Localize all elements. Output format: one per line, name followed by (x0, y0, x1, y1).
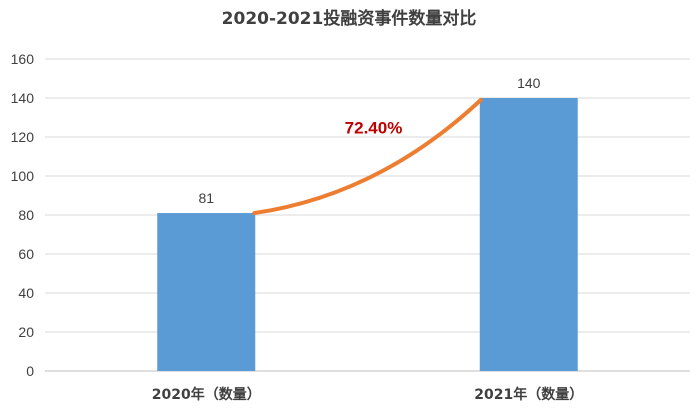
chart-title: 2020-2021投融资事件数量对比 (222, 8, 477, 29)
y-tick-label: 20 (18, 324, 34, 340)
y-tick-label: 160 (11, 51, 35, 67)
category-label: 2020年（数量） (152, 386, 261, 403)
y-tick-label: 0 (26, 363, 34, 379)
y-tick-label: 100 (11, 168, 35, 184)
data-label: 81 (198, 190, 214, 206)
bars (157, 98, 578, 371)
category-label: 2021年（数量） (474, 386, 583, 403)
y-tick-label: 120 (11, 129, 35, 145)
bar (479, 98, 578, 371)
growth-rate-label: 72.40% (345, 118, 403, 137)
data-labels: 81 140 (198, 75, 540, 206)
gridlines (45, 58, 690, 372)
bar (157, 213, 256, 371)
y-tick-label: 140 (11, 90, 35, 106)
data-label: 140 (517, 75, 541, 91)
growth-trend-line (252, 98, 483, 216)
y-tick-label: 80 (18, 207, 34, 223)
y-axis: 0 20 40 60 80 100 120 140 160 (11, 51, 35, 379)
x-axis: 2020年（数量） 2021年（数量） (152, 386, 583, 403)
y-tick-label: 40 (18, 285, 34, 301)
y-tick-label: 60 (18, 246, 34, 262)
